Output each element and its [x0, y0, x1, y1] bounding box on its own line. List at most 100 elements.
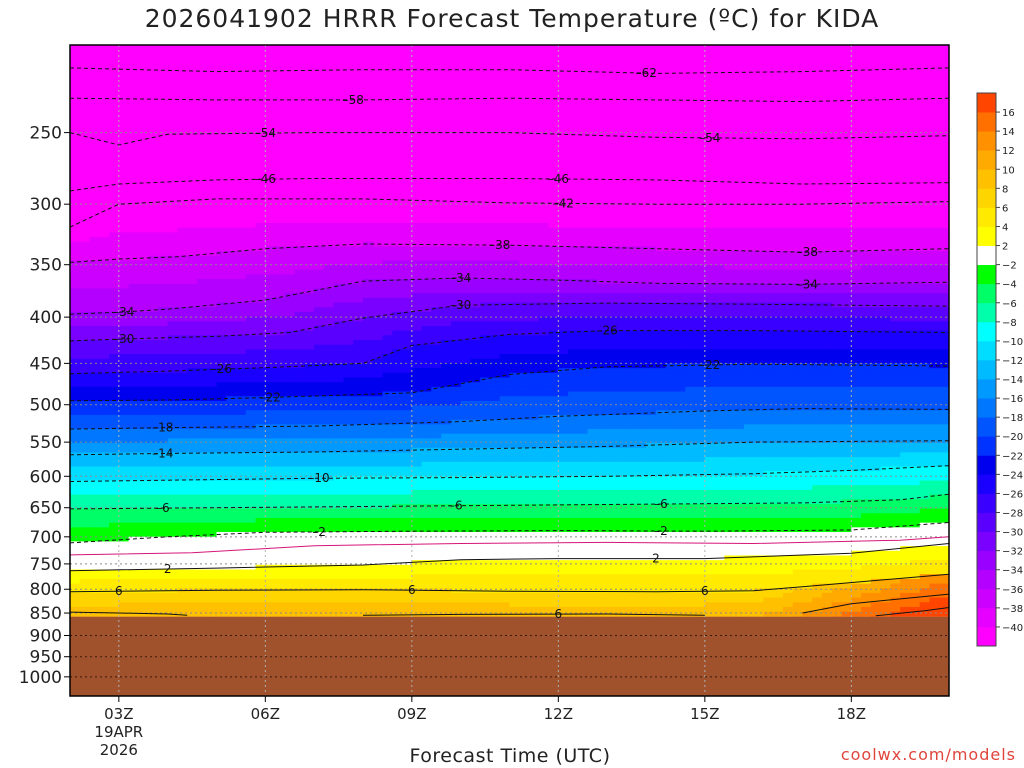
fill-cell: [187, 616, 198, 617]
fill-cell: [109, 311, 120, 318]
fill-cell: [353, 251, 364, 257]
fill-cell: [177, 606, 188, 613]
fill-cell: [431, 208, 442, 215]
fill-cell: [255, 606, 266, 613]
fill-cell: [70, 246, 81, 252]
fill-cell: [236, 321, 247, 327]
fill-cell: [226, 536, 237, 542]
fill-cell: [206, 602, 218, 608]
fill-cell: [294, 475, 305, 482]
fill-cell: [79, 96, 91, 102]
fill-cell: [460, 396, 472, 402]
fill-cell: [431, 190, 442, 196]
fill-cell: [333, 105, 345, 112]
fill-cell: [450, 485, 462, 491]
fill-cell: [421, 527, 432, 533]
fill-cell: [226, 124, 237, 130]
fill-cell: [216, 246, 227, 252]
fill-cell: [206, 489, 218, 496]
fill-cell: [79, 550, 91, 557]
fill-cell: [109, 335, 120, 341]
fill-cell: [265, 293, 276, 299]
fill-cell: [314, 391, 325, 397]
fill-cell: [372, 494, 384, 500]
fill-cell: [333, 382, 345, 388]
fill-cell: [382, 246, 393, 252]
fill-cell: [265, 311, 276, 318]
fill-cell: [314, 499, 325, 505]
fill-cell: [343, 466, 354, 472]
fill-cell: [79, 297, 91, 304]
fill-cell: [216, 480, 227, 486]
fill-cell: [275, 110, 286, 116]
fill-cell: [353, 564, 364, 571]
fill-cell: [79, 372, 91, 379]
fill-cell: [363, 475, 374, 482]
fill-cell: [382, 82, 393, 88]
fill-cell: [450, 616, 462, 617]
fill-cell: [128, 260, 139, 266]
fill-cell: [148, 222, 159, 229]
fill-cell: [138, 536, 149, 542]
fill-cell: [89, 606, 100, 613]
fill-cell: [392, 546, 403, 552]
fill-cell: [216, 419, 227, 425]
fill-cell: [450, 311, 462, 318]
fill-cell: [167, 274, 179, 280]
fill-cell: [372, 475, 384, 482]
fill-cell: [382, 162, 393, 168]
fill-cell: [118, 508, 130, 514]
fill-cell: [128, 204, 139, 210]
fill-cell: [206, 143, 218, 149]
fill-cell: [441, 489, 452, 496]
fill-cell: [216, 73, 227, 79]
fill-cell: [460, 176, 472, 182]
fill-cell: [206, 536, 218, 542]
fill-cell: [304, 541, 315, 547]
fill-cell: [187, 59, 198, 65]
fill-cell: [157, 91, 169, 98]
fill-cell: [255, 452, 266, 458]
fill-cell: [333, 592, 345, 599]
fill-cell: [70, 372, 81, 379]
fill-cell: [148, 517, 159, 524]
fill-cell: [187, 592, 198, 599]
fill-cell: [70, 171, 81, 177]
fill-cell: [431, 550, 442, 557]
fill-cell: [392, 368, 403, 374]
fill-cell: [70, 606, 81, 613]
fill-cell: [79, 129, 91, 135]
fill-cell: [450, 222, 462, 229]
fill-cell: [284, 578, 296, 585]
fill-cell: [275, 606, 286, 613]
fill-cell: [333, 138, 345, 144]
fill-cell: [372, 611, 384, 617]
fill-cell: [255, 377, 266, 383]
fill-cell: [294, 410, 305, 416]
fill-cell: [128, 49, 139, 55]
fill-cell: [216, 87, 227, 93]
fill-cell: [372, 133, 384, 140]
fill-cell: [441, 251, 452, 257]
fill-cell: [304, 101, 315, 107]
fill-cell: [304, 400, 315, 407]
fill-cell: [128, 133, 139, 140]
fill-cell: [128, 433, 139, 439]
fill-cell: [196, 129, 208, 135]
fill-cell: [196, 335, 208, 341]
fill-cell: [353, 82, 364, 88]
fill-cell: [284, 386, 296, 393]
fill-cell: [196, 457, 208, 463]
fill-cell: [411, 45, 423, 51]
fill-cell: [372, 503, 384, 510]
fill-cell: [265, 569, 276, 575]
fill-cell: [275, 438, 286, 444]
fill-cell: [304, 480, 315, 486]
fill-cell: [245, 391, 257, 397]
fill-cell: [343, 344, 354, 350]
fill-cell: [441, 218, 452, 224]
fill-cell: [196, 227, 208, 233]
fill-cell: [460, 110, 472, 116]
fill-cell: [216, 157, 227, 163]
fill-cell: [441, 96, 452, 102]
